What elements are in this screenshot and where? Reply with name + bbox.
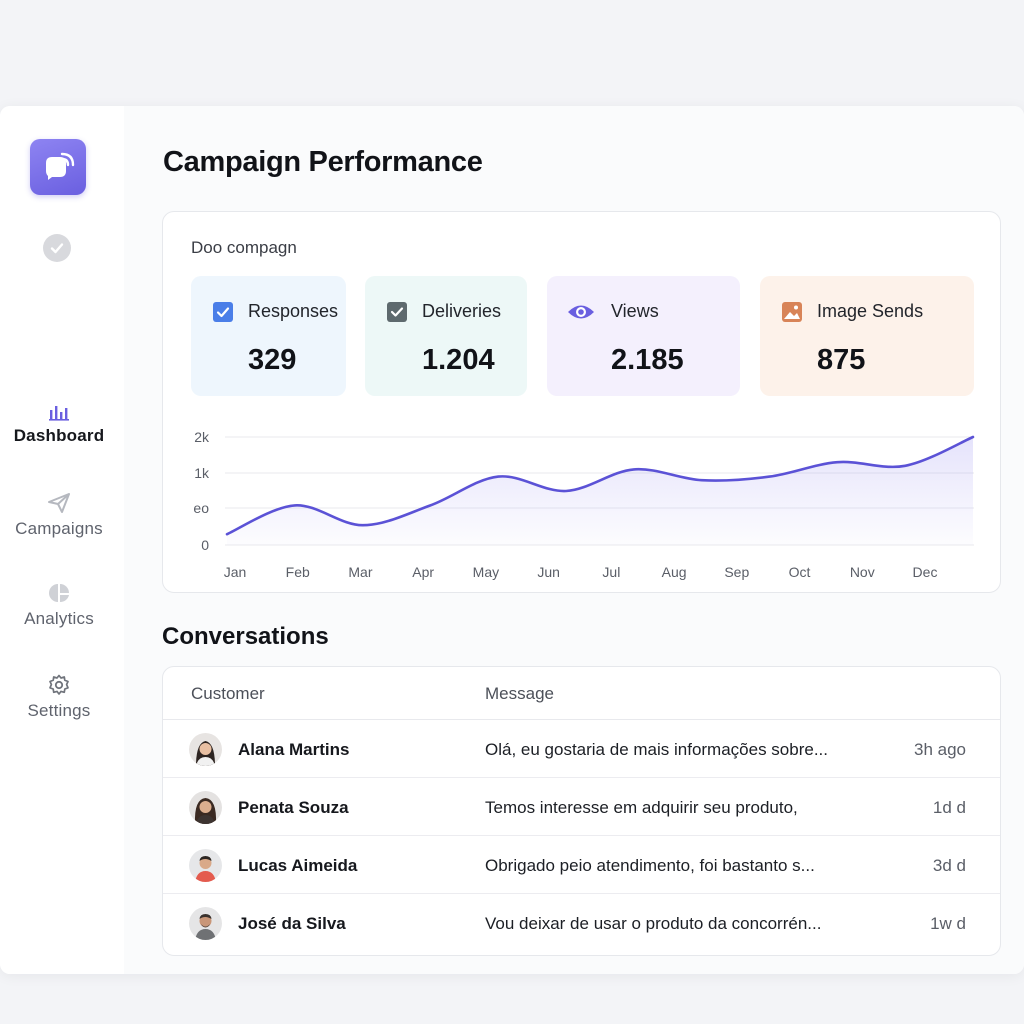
conversations-title: Conversations (162, 623, 329, 650)
sidebar-item-settings[interactable]: Settings (0, 673, 118, 721)
timestamp: 3h ago (914, 740, 966, 759)
stat-card-views[interactable]: Views 2.185 (547, 276, 740, 396)
x-tick-label: Nov (850, 564, 875, 580)
stat-value: 1.204 (422, 344, 495, 376)
message-preview: Olá, eu gostaria de mais informações sob… (485, 740, 828, 759)
pie-chart-icon (48, 584, 69, 603)
table-row[interactable]: Penata Souza Temos interesse em adquirir… (163, 778, 1000, 836)
timestamp: 1w d (930, 914, 966, 933)
sidebar-item-analytics[interactable]: Analytics (0, 581, 118, 629)
customer-name: Lucas Aimeida (238, 856, 358, 875)
y-tick-label: 2k (194, 429, 210, 445)
y-tick-label: 0 (201, 537, 209, 553)
stat-label: Views (611, 301, 659, 321)
stat-label: Deliveries (422, 301, 502, 321)
y-tick-label: 1k (194, 465, 210, 481)
sidebar: Dashboard Campaigns Analytics Settings (0, 106, 124, 974)
chart-area-fill (227, 437, 973, 545)
y-tick-label: eo (193, 500, 209, 516)
status-check-icon[interactable] (43, 234, 71, 262)
checkbox-icon (213, 302, 233, 322)
stat-card-responses[interactable]: Responses 329 (191, 276, 346, 396)
avatar (189, 733, 222, 766)
chart-series-line (225, 435, 975, 536)
x-tick-label: Jun (537, 564, 560, 580)
sidebar-item-dashboard[interactable]: Dashboard (0, 402, 118, 446)
customer-name: Alana Martins (238, 740, 350, 759)
stat-card-image-sends[interactable]: Image Sends 875 (760, 276, 974, 396)
image-icon (782, 302, 802, 322)
sidebar-item-campaigns[interactable]: Campaigns (0, 491, 118, 539)
table-row[interactable]: José da Silva Vou deixar de usar o produ… (163, 894, 1000, 952)
stat-value: 2.185 (611, 344, 684, 376)
table-header: Customer Message (163, 667, 1000, 720)
app-logo[interactable] (30, 139, 86, 195)
paper-plane-icon (48, 493, 70, 513)
card-subtitle: Doo compagn (191, 238, 297, 257)
x-tick-label: Jan (224, 564, 247, 580)
app-window: Dashboard Campaigns Analytics Settings (0, 106, 1024, 974)
x-tick-label: Apr (412, 564, 434, 580)
page-title: Campaign Performance (163, 146, 483, 178)
x-tick-label: Feb (286, 564, 310, 580)
timestamp: 1d d (932, 798, 966, 817)
checkbox-icon (387, 302, 407, 322)
message-preview: Vou deixar de usar o produto da concorré… (485, 914, 822, 933)
stat-card-deliveries[interactable]: Deliveries 1.204 (365, 276, 527, 396)
avatar (189, 849, 222, 882)
stat-value: 329 (248, 344, 297, 376)
sidebar-item-label: Dashboard (13, 426, 105, 445)
message-preview: Temos interesse em adquirir seu produto, (485, 798, 798, 817)
stat-label: Responses (248, 301, 339, 321)
table-row[interactable]: Alana Martins Olá, eu gostaria de mais i… (163, 720, 1000, 778)
customer-name: Penata Souza (238, 798, 349, 817)
avatar (189, 907, 222, 940)
column-header-customer[interactable]: Customer (191, 684, 265, 703)
eye-icon (568, 305, 594, 319)
column-header-message[interactable]: Message (485, 684, 554, 703)
conversations-table: Customer Message Alana Martins Olá, eu g… (162, 666, 1001, 956)
x-tick-label: May (473, 564, 499, 580)
performance-card: Doo compagn Responses 329 Deliveries 1.2… (162, 211, 1001, 593)
performance-line-chart: 0 eo 1k 2k Jan Feb Mar Apr May Jun Jul Aug Sep Oct No… (193, 429, 975, 580)
avatar (189, 791, 222, 824)
stat-label: Image Sends (817, 301, 924, 321)
x-tick-label: Oct (789, 564, 811, 580)
bar-chart-icon (49, 406, 69, 421)
message-preview: Obrigado peio atendimento, foi bastanto … (485, 856, 815, 875)
x-tick-label: Mar (348, 564, 372, 580)
x-tick-label: Dec (913, 564, 938, 580)
x-tick-label: Jul (602, 564, 620, 580)
sidebar-item-label: Settings (27, 701, 91, 720)
gear-icon (49, 674, 69, 695)
x-tick-label: Aug (662, 564, 687, 580)
timestamp: 3d d (932, 856, 966, 875)
chat-signal-icon (46, 152, 75, 180)
stat-value: 875 (817, 344, 866, 376)
sidebar-item-label: Analytics (24, 609, 94, 628)
table-row[interactable]: Lucas Aimeida Obrigado peio atendimento,… (163, 836, 1000, 894)
customer-name: José da Silva (238, 914, 346, 933)
sidebar-item-label: Campaigns (15, 519, 103, 538)
x-tick-label: Sep (724, 564, 749, 580)
main-content: Campaign Performance Doo compagn Respons… (124, 106, 1024, 974)
